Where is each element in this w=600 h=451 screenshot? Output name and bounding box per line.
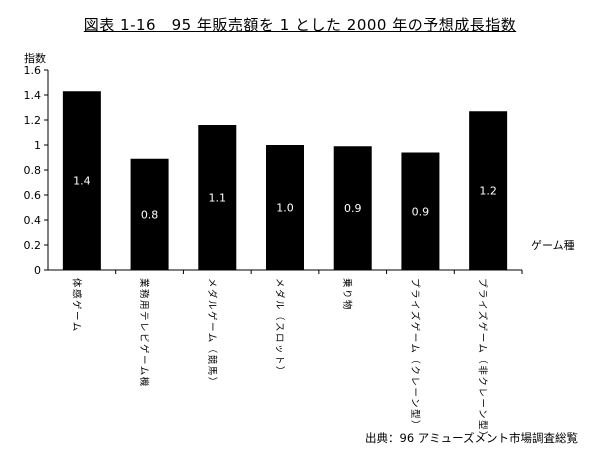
bar (130, 158, 169, 270)
y-tick-label: 1 (34, 139, 41, 152)
chart-title: 図表 1-16 95 年販売額を 1 とした 2000 年の予想成長指数 (83, 16, 517, 34)
bar-data-label: 1.0 (276, 202, 294, 215)
category-label: プライズゲーム（非クレーン型） (477, 278, 489, 442)
y-tick-label: 0 (34, 264, 41, 277)
x-axis-label: ゲーム種 (531, 238, 575, 252)
y-tick-label: 1.2 (24, 114, 42, 127)
bar-data-label: 1.2 (479, 185, 497, 198)
y-tick-label: 0.8 (24, 164, 42, 177)
y-tick-label: 0.2 (24, 239, 42, 252)
bar (266, 145, 304, 270)
category-label: メダルゲーム（競馬） (206, 278, 218, 388)
bar-data-label: 1.1 (209, 192, 227, 205)
y-tick-label: 0.4 (24, 214, 42, 227)
bar (62, 91, 101, 270)
bar-data-label: 0.9 (344, 202, 362, 215)
y-axis-label: 指数 (24, 51, 46, 65)
bar-data-label: 0.8 (141, 208, 159, 221)
category-label: 乗り物 (341, 278, 353, 311)
y-tick-label: 0.6 (24, 189, 42, 202)
category-label: 体感ゲーム (70, 278, 82, 333)
bar (469, 111, 508, 270)
category-label: プライズゲーム（クレーン型） (409, 278, 421, 431)
y-tick-label: 1.6 (24, 64, 42, 77)
category-label: メダル（スロット） (274, 278, 286, 377)
bar (333, 146, 372, 270)
bar-data-label: 0.9 (412, 205, 430, 218)
bar (198, 125, 237, 270)
category-label: 業務用テレビゲーム機 (138, 278, 150, 388)
bar (401, 152, 440, 270)
bar-data-label: 1.4 (73, 175, 91, 188)
source-note: 出典：96 アミューズメント市場調査総覧 (365, 431, 578, 445)
y-tick-label: 1.4 (24, 89, 42, 102)
